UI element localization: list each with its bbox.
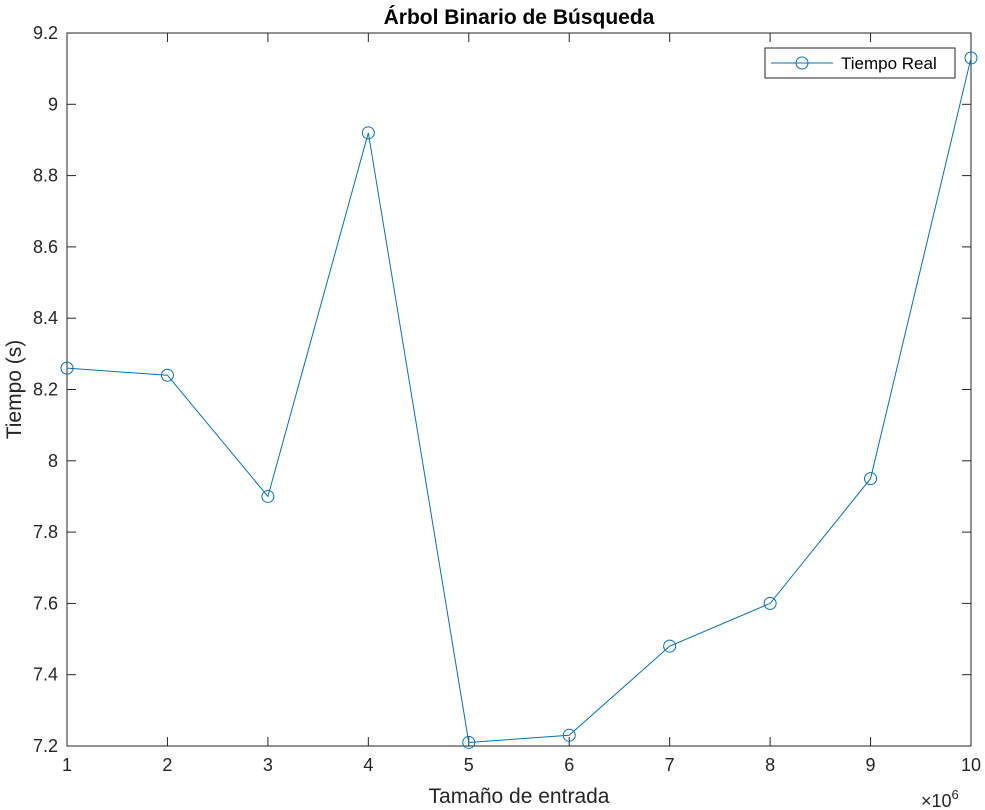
x-tick-label: 1: [62, 755, 72, 775]
y-tick-label: 9.2: [33, 23, 58, 43]
plot-area: [66, 32, 972, 747]
x-axis-label: Tamaño de entrada: [429, 785, 610, 808]
x-axis: 1 2 3 4 5 6 7 8 9 10: [62, 33, 981, 775]
series-layer: [60, 51, 978, 749]
legend-marker: [795, 56, 809, 70]
y-tick-label: 7.2: [33, 736, 58, 756]
y-tick-label: 9: [48, 94, 58, 114]
data-point: [261, 489, 275, 503]
legend-entry-tiempo-real: Tiempo Real: [841, 54, 937, 73]
data-point: [964, 51, 978, 65]
series-line: [66, 57, 972, 743]
x-tick-label: 2: [162, 755, 172, 775]
chart-title: Árbol Binario de Búsqueda: [384, 6, 655, 29]
y-axis: 7.2 7.4 7.6 7.8 8 8.2 8.4 8.6 8.8 9 9.2: [33, 23, 971, 756]
x-tick-label: 5: [464, 755, 474, 775]
x-tick-label: 6: [564, 755, 574, 775]
legend: Tiempo Real: [764, 47, 956, 79]
y-tick-label: 7.8: [33, 522, 58, 542]
x-tick-label: 8: [765, 755, 775, 775]
y-tick-label: 7.6: [33, 593, 58, 613]
x-tick-label: 4: [363, 755, 373, 775]
y-tick-label: 8.4: [33, 308, 58, 328]
data-point: [763, 596, 777, 610]
y-tick-label: 8.2: [33, 380, 58, 400]
x-tick-label: 3: [263, 755, 273, 775]
y-tick-label: 8.8: [33, 166, 58, 186]
x-tick-label: 7: [665, 755, 675, 775]
data-point: [160, 368, 174, 382]
x-exponent-base: ×10: [921, 791, 952, 810]
data-point: [60, 361, 74, 375]
y-tick-label: 7.4: [33, 665, 58, 685]
y-tick-label: 8.6: [33, 237, 58, 257]
x-tick-label: 9: [866, 755, 876, 775]
data-point: [864, 472, 878, 486]
data-point: [361, 126, 375, 140]
x-tick-label: 10: [961, 755, 981, 775]
y-axis-label: Tiempo (s): [3, 340, 26, 440]
data-point: [562, 728, 576, 742]
data-point: [663, 639, 677, 653]
x-exponent-power: 6: [952, 787, 959, 802]
data-point: [462, 735, 476, 749]
x-axis-exponent: ×106: [921, 787, 959, 810]
y-tick-label: 8: [48, 451, 58, 471]
